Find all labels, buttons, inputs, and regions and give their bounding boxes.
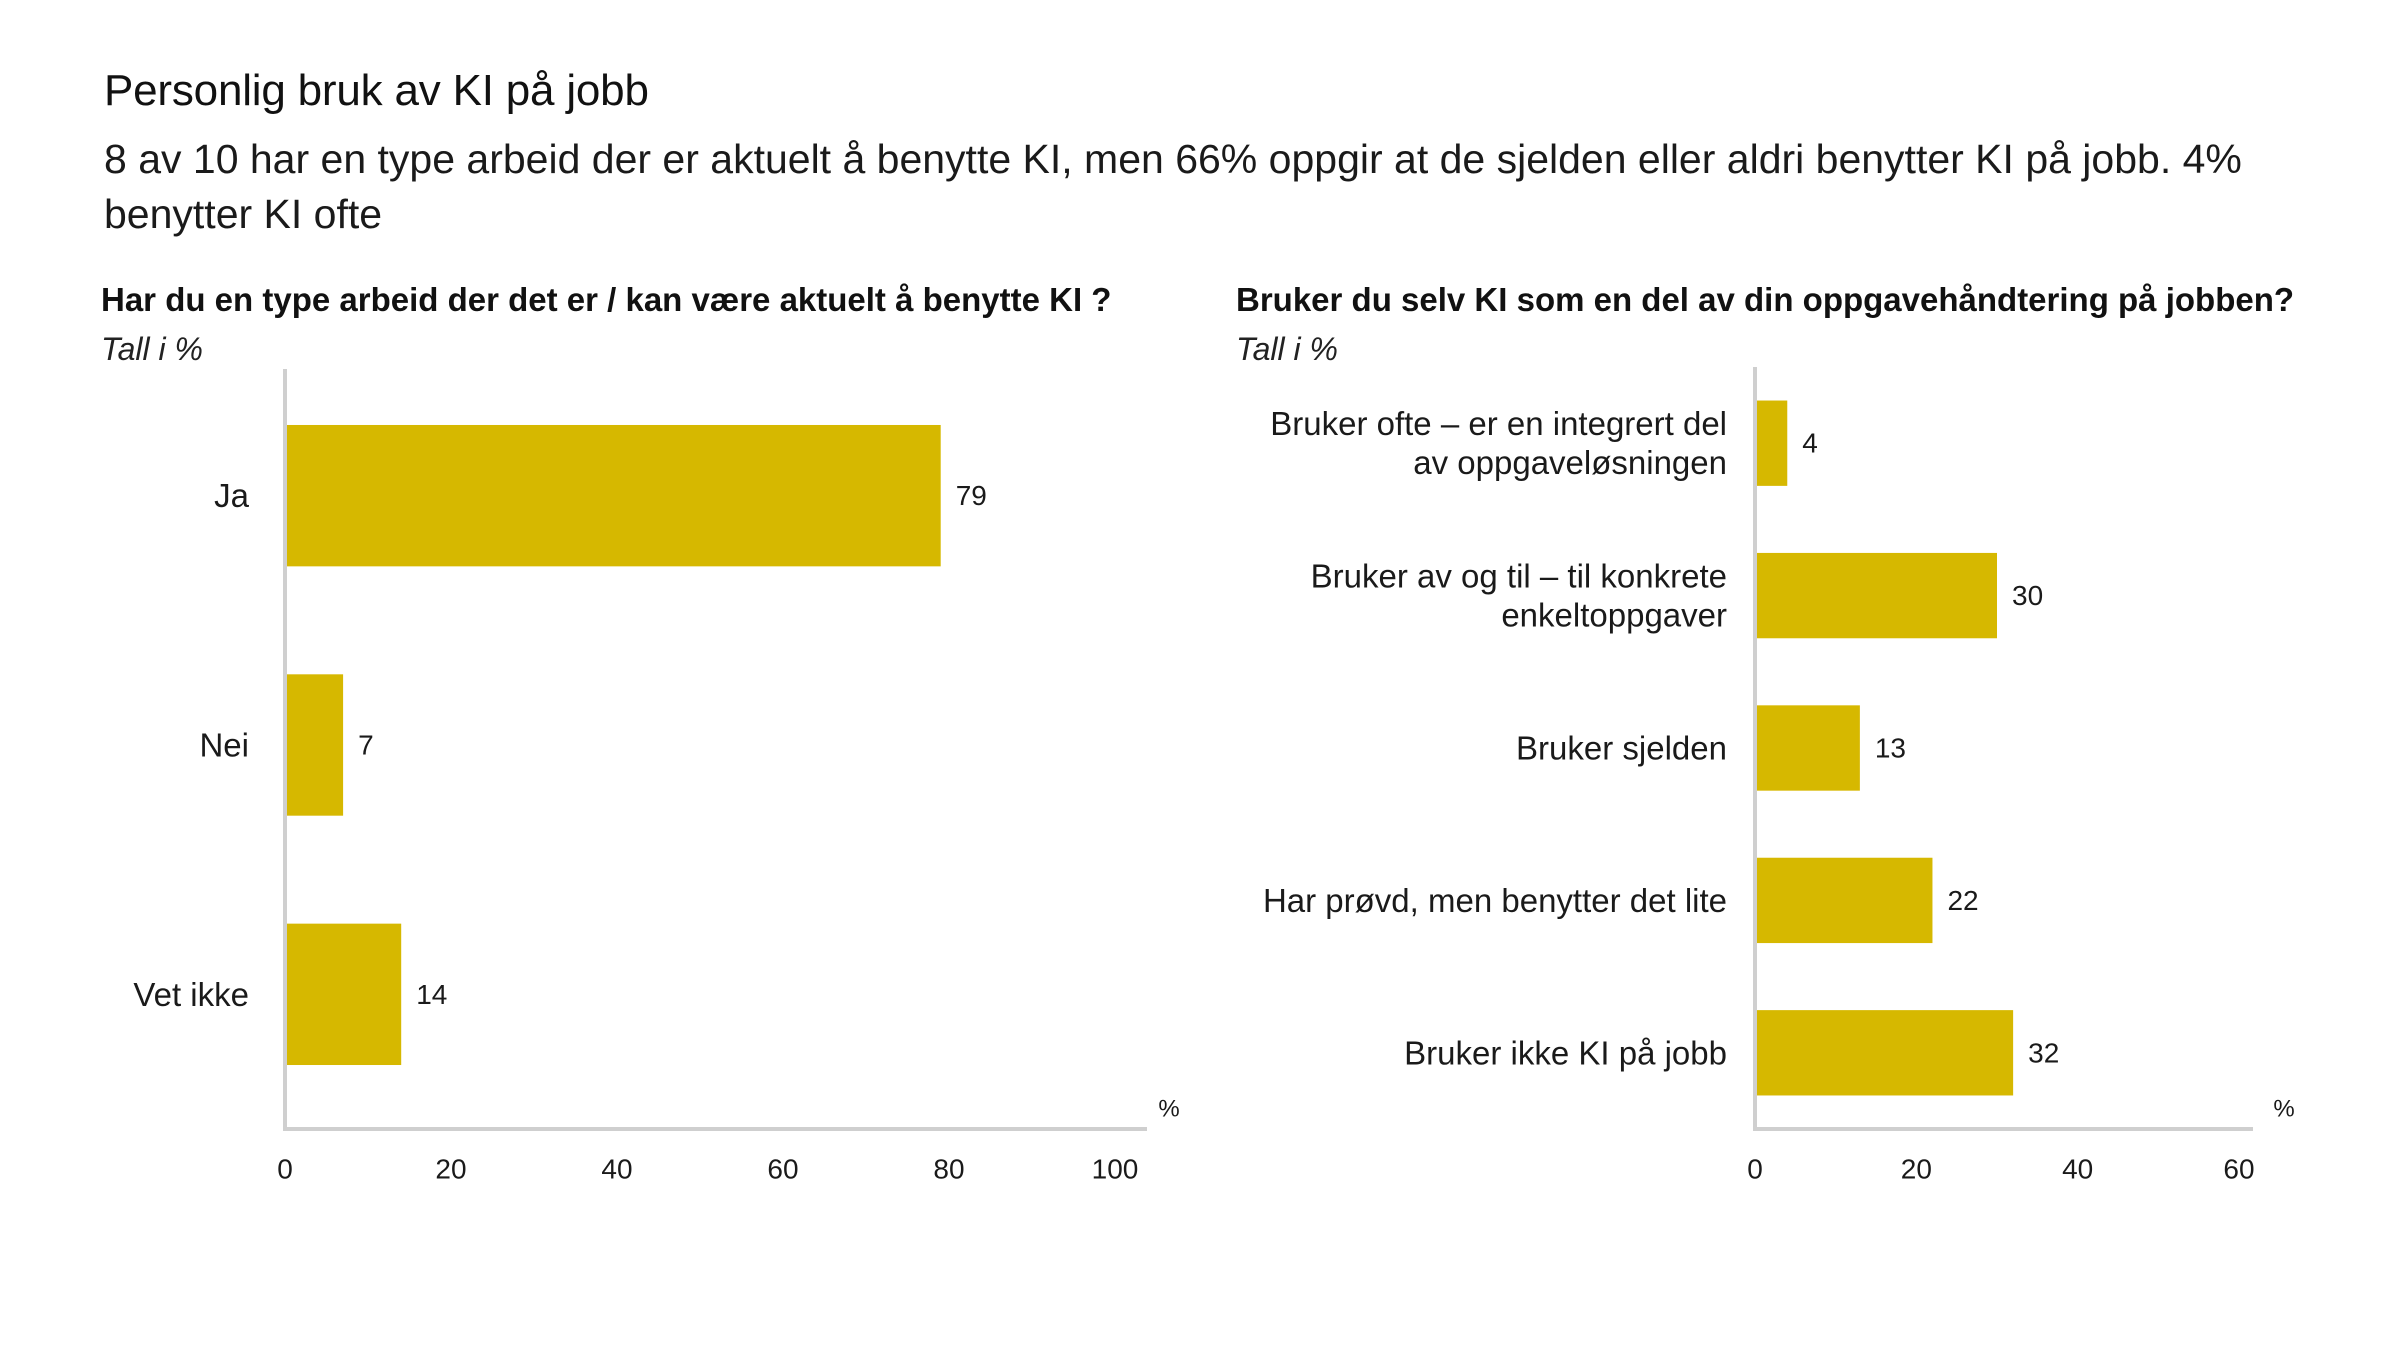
- chart-1-category-label: Ja: [214, 477, 250, 514]
- chart-1-tick-label: 0: [277, 1154, 293, 1185]
- chart-2-bar: [1755, 400, 1788, 486]
- chart-2-category-label: Bruker ofte – er en integrert del: [1270, 405, 1727, 442]
- chart-2-value-label: 30: [2012, 580, 2043, 611]
- chart-1-tick-label: 40: [601, 1154, 632, 1185]
- chart-2-bar: [1755, 705, 1860, 791]
- chart-1-category-label: Vet ikke: [133, 976, 249, 1013]
- chart-2-category-label: Har prøvd, men benytter det lite: [1263, 882, 1727, 919]
- page-title: Personlig bruk av KI på jobb: [104, 66, 649, 115]
- chart-2-tick-label: 60: [2223, 1154, 2254, 1185]
- chart-1-value-label: 14: [416, 979, 447, 1010]
- chart-1-bar: [285, 923, 402, 1066]
- chart-1-plot: 79 Ja 7 Nei 14 Vet ikke 0 20 40 60 80 100%: [133, 369, 1180, 1185]
- chart-2-tick-label: 0: [1747, 1154, 1763, 1185]
- chart-1-tick-label: 60: [767, 1154, 798, 1185]
- chart-2-value-label: 22: [1947, 885, 1978, 916]
- chart-1-axis-unit: %: [1158, 1096, 1179, 1123]
- chart-2-axis-unit: %: [2273, 1096, 2294, 1123]
- chart-2-category-label: Bruker sjelden: [1516, 730, 1727, 767]
- chart-2-unit: Tall i %: [1236, 331, 1338, 367]
- chart-2-category-label: av oppgaveløsningen: [1413, 444, 1727, 481]
- chart-1-bar: [285, 424, 941, 567]
- chart-1-value-label: 79: [956, 480, 987, 511]
- chart-2-category-label: Bruker ikke KI på jobb: [1404, 1034, 1727, 1071]
- chart-1-title: Har du en type arbeid der det er / kan v…: [101, 281, 1112, 318]
- chart-2-category-label: Bruker av og til – til konkrete: [1311, 558, 1727, 595]
- chart-1-bar: [285, 674, 344, 816]
- chart-2-value-label: 32: [2028, 1037, 2059, 1068]
- chart-2-category-label: enkeltoppgaver: [1501, 597, 1727, 634]
- chart-2-title: Bruker du selv KI som en del av din oppg…: [1236, 281, 2295, 318]
- chart-1-tick-label: 20: [435, 1154, 466, 1185]
- chart-2-tick-label: 20: [1901, 1154, 1932, 1185]
- chart-2-bar: [1755, 552, 1997, 639]
- chart-1-unit: Tall i %: [101, 331, 203, 367]
- chart-2-value-label: 4: [1802, 428, 1818, 459]
- page-subtitle: 8 av 10 har en type arbeid der er aktuel…: [104, 136, 2242, 237]
- chart-1-tick-label: 80: [933, 1154, 964, 1185]
- chart-2-bar: [1755, 857, 1933, 944]
- chart-1-category-label: Nei: [199, 727, 249, 764]
- chart-2-tick-label: 40: [2062, 1154, 2093, 1185]
- chart-1-value-label: 7: [358, 730, 374, 761]
- chart-2-value-label: 13: [1875, 733, 1906, 764]
- chart-2-bar: [1755, 1010, 2014, 1096]
- chart-1-tick-label: 100: [1092, 1154, 1139, 1185]
